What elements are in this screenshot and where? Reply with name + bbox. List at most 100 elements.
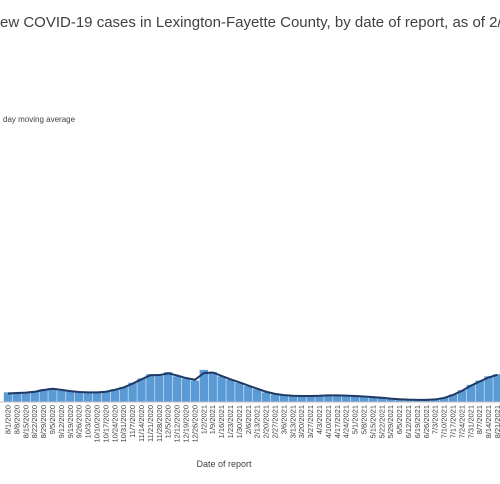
bar bbox=[208, 372, 217, 402]
x-tick-label: 6/12/2021 bbox=[404, 405, 413, 438]
bar bbox=[155, 375, 164, 402]
x-axis-label: Date of report bbox=[196, 459, 252, 469]
x-tick-label: 9/19/2020 bbox=[66, 405, 75, 438]
bar bbox=[413, 399, 422, 402]
x-tick-label: 3/20/2021 bbox=[297, 405, 306, 438]
bar bbox=[101, 391, 111, 402]
chart-title: ew COVID-19 cases in Lexington-Fayette C… bbox=[0, 14, 500, 31]
x-tick-label: 10/31/2020 bbox=[119, 405, 128, 443]
x-tick-label: 1/9/2021 bbox=[208, 405, 217, 434]
bar bbox=[297, 396, 306, 402]
x-tick-label: 6/19/2021 bbox=[413, 405, 422, 438]
x-tick-label: 11/21/2020 bbox=[146, 405, 155, 442]
bar bbox=[48, 388, 57, 402]
bar bbox=[404, 399, 413, 402]
bar bbox=[288, 396, 297, 402]
bar bbox=[146, 374, 155, 402]
bar bbox=[21, 392, 30, 402]
x-tick-label: 4/10/2021 bbox=[324, 405, 333, 438]
x-tick-label: 2/13/2021 bbox=[253, 405, 262, 438]
bar bbox=[377, 397, 386, 402]
x-tick-label: 10/3/2020 bbox=[84, 405, 93, 438]
x-tick-label: 9/12/2020 bbox=[57, 405, 66, 438]
x-tick-label: 2/27/2021 bbox=[271, 405, 280, 438]
x-tick-label: 8/14/2021 bbox=[484, 405, 493, 438]
bar bbox=[30, 391, 39, 402]
x-tick-label: 7/10/2021 bbox=[440, 405, 449, 438]
x-tick-label: 9/26/2020 bbox=[75, 405, 84, 438]
bar bbox=[181, 378, 191, 402]
x-tick-label: 12/26/2020 bbox=[190, 405, 199, 443]
bar bbox=[244, 385, 253, 402]
x-tick-label: 10/17/2020 bbox=[101, 405, 110, 443]
bar bbox=[342, 395, 351, 402]
x-tick-label: 3/6/2021 bbox=[279, 405, 288, 434]
bar bbox=[431, 399, 440, 402]
x-tick-label: 8/15/2020 bbox=[21, 405, 30, 438]
x-tick-label: 1/23/2021 bbox=[226, 405, 235, 438]
bar bbox=[110, 389, 119, 402]
bar bbox=[92, 392, 102, 402]
bar bbox=[475, 380, 484, 402]
bar bbox=[439, 397, 449, 402]
bar bbox=[226, 379, 235, 402]
bar bbox=[395, 399, 404, 402]
bar bbox=[164, 372, 173, 402]
x-tick-label: 3/27/2021 bbox=[306, 405, 315, 438]
x-tick-label: 4/17/2021 bbox=[333, 405, 342, 438]
x-tick-label: 2/6/2021 bbox=[244, 405, 253, 434]
x-tick-label: 8/21/2021 bbox=[493, 405, 500, 438]
bar bbox=[119, 387, 128, 402]
x-tick-label: 6/5/2021 bbox=[395, 405, 404, 434]
bar bbox=[279, 395, 289, 402]
x-tick-label: 8/1/2020 bbox=[4, 405, 13, 434]
x-tick-label: 3/13/2021 bbox=[288, 405, 297, 438]
bar bbox=[3, 392, 13, 402]
x-tick-label: 10/24/2020 bbox=[110, 405, 119, 443]
bar bbox=[75, 392, 84, 402]
x-tick-label: 6/26/2021 bbox=[422, 405, 431, 438]
bar bbox=[66, 391, 75, 402]
bar bbox=[57, 390, 66, 402]
x-tick-label: 7/24/2021 bbox=[457, 405, 466, 438]
x-tick-label: 5/1/2021 bbox=[351, 405, 360, 434]
x-tick-label: 8/22/2020 bbox=[30, 405, 39, 438]
x-tick-label: 12/5/2020 bbox=[164, 405, 173, 438]
x-tick-label: 8/8/2020 bbox=[12, 405, 21, 434]
bar bbox=[350, 396, 360, 402]
bar bbox=[448, 394, 458, 402]
x-tick-label: 4/24/2021 bbox=[342, 405, 351, 438]
x-tick-label: 11/28/2020 bbox=[155, 405, 164, 442]
bar bbox=[39, 389, 48, 402]
x-tick-label: 7/3/2021 bbox=[431, 405, 440, 434]
bar bbox=[253, 389, 262, 402]
bar bbox=[199, 369, 208, 402]
bar bbox=[386, 398, 395, 402]
x-tick-label: 8/7/2021 bbox=[475, 405, 484, 434]
x-tick-label: 12/19/2020 bbox=[182, 405, 191, 443]
bar bbox=[12, 392, 22, 402]
x-tick-label: 1/2/2021 bbox=[199, 405, 208, 434]
bar bbox=[457, 390, 467, 402]
x-tick-label: 8/29/2020 bbox=[39, 405, 48, 438]
bar bbox=[333, 395, 342, 402]
bar bbox=[172, 376, 182, 402]
x-tick-label: 1/30/2021 bbox=[235, 405, 244, 438]
legend-label: day moving average bbox=[3, 115, 76, 124]
bar bbox=[466, 384, 475, 402]
bar bbox=[83, 392, 93, 402]
x-tick-label: 7/17/2021 bbox=[449, 405, 458, 438]
x-tick-label: 5/29/2021 bbox=[386, 405, 395, 438]
bar bbox=[270, 394, 280, 402]
x-tick-label: 5/22/2021 bbox=[377, 405, 386, 438]
x-tick-label: 7/31/2021 bbox=[466, 405, 475, 438]
x-tick-label: 5/15/2021 bbox=[368, 405, 377, 438]
bar bbox=[484, 376, 493, 402]
bar bbox=[235, 382, 244, 402]
x-tick-label: 11/7/2020 bbox=[128, 405, 137, 438]
x-tick-label: 10/10/2020 bbox=[93, 405, 102, 443]
bar bbox=[190, 380, 200, 402]
x-tick-label: 4/3/2021 bbox=[315, 405, 324, 434]
bar bbox=[128, 382, 137, 402]
